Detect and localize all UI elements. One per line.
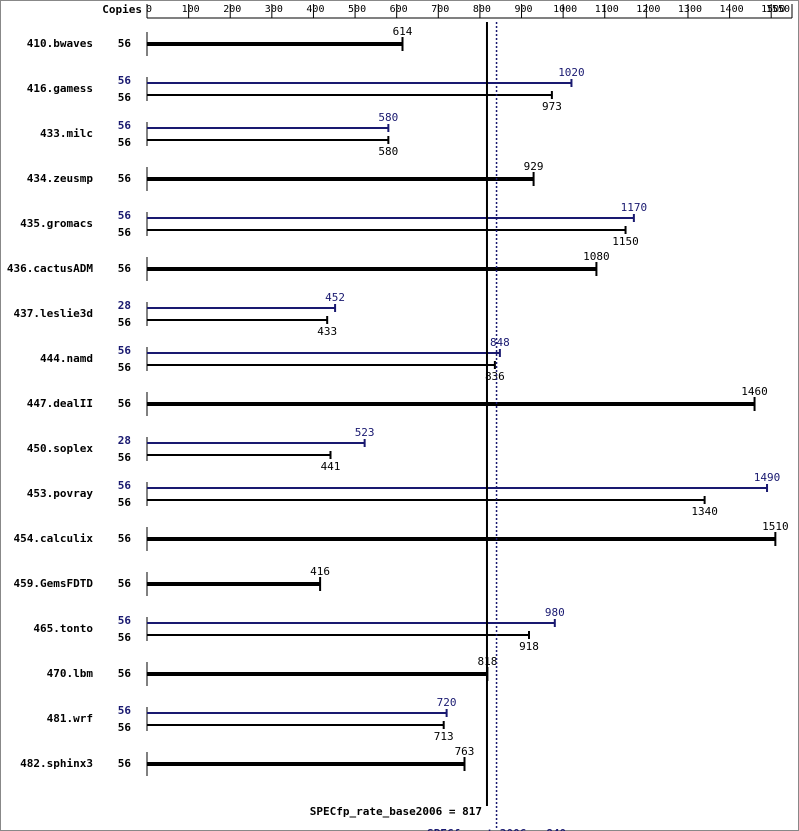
benchmark-name: 482.sphinx3: [20, 757, 93, 770]
x-tick-label: 100: [182, 4, 200, 15]
base-copies: 56: [118, 496, 132, 509]
value-label: 1460: [741, 385, 768, 398]
benchmark-name: 444.namd: [40, 352, 93, 365]
peak-copies: 56: [118, 479, 132, 492]
x-tick-label: 1100: [595, 4, 619, 15]
copies: 56: [118, 262, 132, 275]
benchmark-name: 433.milc: [40, 127, 93, 140]
base-copies: 56: [118, 631, 132, 644]
peak-value-label: 1170: [621, 201, 648, 214]
copies-header: Copies: [102, 3, 142, 16]
base-value-label: 713: [434, 730, 454, 743]
x-tick-label: 0: [146, 4, 152, 15]
benchmark-name: 481.wrf: [47, 712, 93, 725]
base-copies: 56: [118, 91, 132, 104]
summary-label: SPECfp_rate_base2006 = 817: [310, 805, 482, 818]
base-value-label: 836: [485, 370, 505, 383]
base-value-label: 918: [519, 640, 539, 653]
base-value-label: 973: [542, 100, 562, 113]
peak-copies: 56: [118, 209, 132, 222]
peak-copies: 56: [118, 119, 132, 132]
x-tick-label: 500: [348, 4, 366, 15]
benchmark-name: 434.zeusmp: [27, 172, 94, 185]
value-label: 1080: [583, 250, 610, 263]
value-label: 1510: [762, 520, 789, 533]
benchmark-name: 435.gromacs: [20, 217, 93, 230]
benchmark-name: 410.bwaves: [27, 37, 93, 50]
copies: 56: [118, 667, 132, 680]
benchmark-name: 450.soplex: [27, 442, 94, 455]
value-label: 614: [393, 25, 413, 38]
copies: 56: [118, 577, 132, 590]
summary-label: SPECfp_rate2006 = 840: [427, 827, 566, 831]
peak-copies: 56: [118, 704, 132, 717]
peak-copies: 56: [118, 74, 132, 87]
peak-copies: 56: [118, 344, 132, 357]
benchmark-name: 447.dealII: [27, 397, 93, 410]
x-tick-label: 600: [390, 4, 408, 15]
value-label: 416: [310, 565, 330, 578]
x-tick-label: 1000: [553, 4, 577, 15]
peak-value-label: 848: [490, 336, 510, 349]
x-tick-label: 300: [265, 4, 283, 15]
x-tick-label: 400: [306, 4, 324, 15]
copies: 56: [118, 532, 132, 545]
base-copies: 56: [118, 226, 132, 239]
base-value-label: 580: [378, 145, 398, 158]
x-tick-label: 1200: [636, 4, 660, 15]
value-label: 763: [455, 745, 475, 758]
base-copies: 56: [118, 361, 132, 374]
benchmark-name: 470.lbm: [47, 667, 94, 680]
peak-copies: 56: [118, 614, 132, 627]
x-tick-label: 1500: [761, 4, 785, 15]
peak-value-label: 523: [355, 426, 375, 439]
peak-value-label: 452: [325, 291, 345, 304]
copies: 56: [118, 397, 132, 410]
base-copies: 56: [118, 721, 132, 734]
peak-value-label: 980: [545, 606, 565, 619]
peak-value-label: 580: [378, 111, 398, 124]
benchmark-name: 454.calculix: [14, 532, 94, 545]
base-value-label: 433: [317, 325, 337, 338]
peak-copies: 28: [118, 434, 131, 447]
copies: 56: [118, 37, 132, 50]
x-tick-label: 1550: [766, 4, 790, 15]
benchmark-name: 459.GemsFDTD: [14, 577, 94, 590]
base-value-label: 441: [321, 460, 341, 473]
base-value-label: 1150: [612, 235, 639, 248]
base-copies: 56: [118, 316, 132, 329]
copies: 56: [118, 757, 132, 770]
value-label: 929: [524, 160, 544, 173]
x-tick-label: 800: [473, 4, 491, 15]
x-tick-label: 1300: [678, 4, 702, 15]
benchmark-name: 416.gamess: [27, 82, 93, 95]
peak-value-label: 1490: [754, 471, 781, 484]
peak-value-label: 720: [437, 696, 457, 709]
benchmark-name: 437.leslie3d: [14, 307, 93, 320]
x-tick-label: 200: [223, 4, 241, 15]
peak-copies: 28: [118, 299, 131, 312]
x-tick-label: 900: [514, 4, 532, 15]
peak-value-label: 1020: [558, 66, 585, 79]
benchmark-name: 453.povray: [27, 487, 94, 500]
x-tick-label: 700: [431, 4, 449, 15]
base-value-label: 1340: [691, 505, 718, 518]
base-copies: 56: [118, 451, 132, 464]
benchmark-name: 465.tonto: [33, 622, 93, 635]
benchmark-name: 436.cactusADM: [7, 262, 93, 275]
copies: 56: [118, 172, 132, 185]
x-tick-label: 1400: [720, 4, 744, 15]
base-copies: 56: [118, 136, 132, 149]
